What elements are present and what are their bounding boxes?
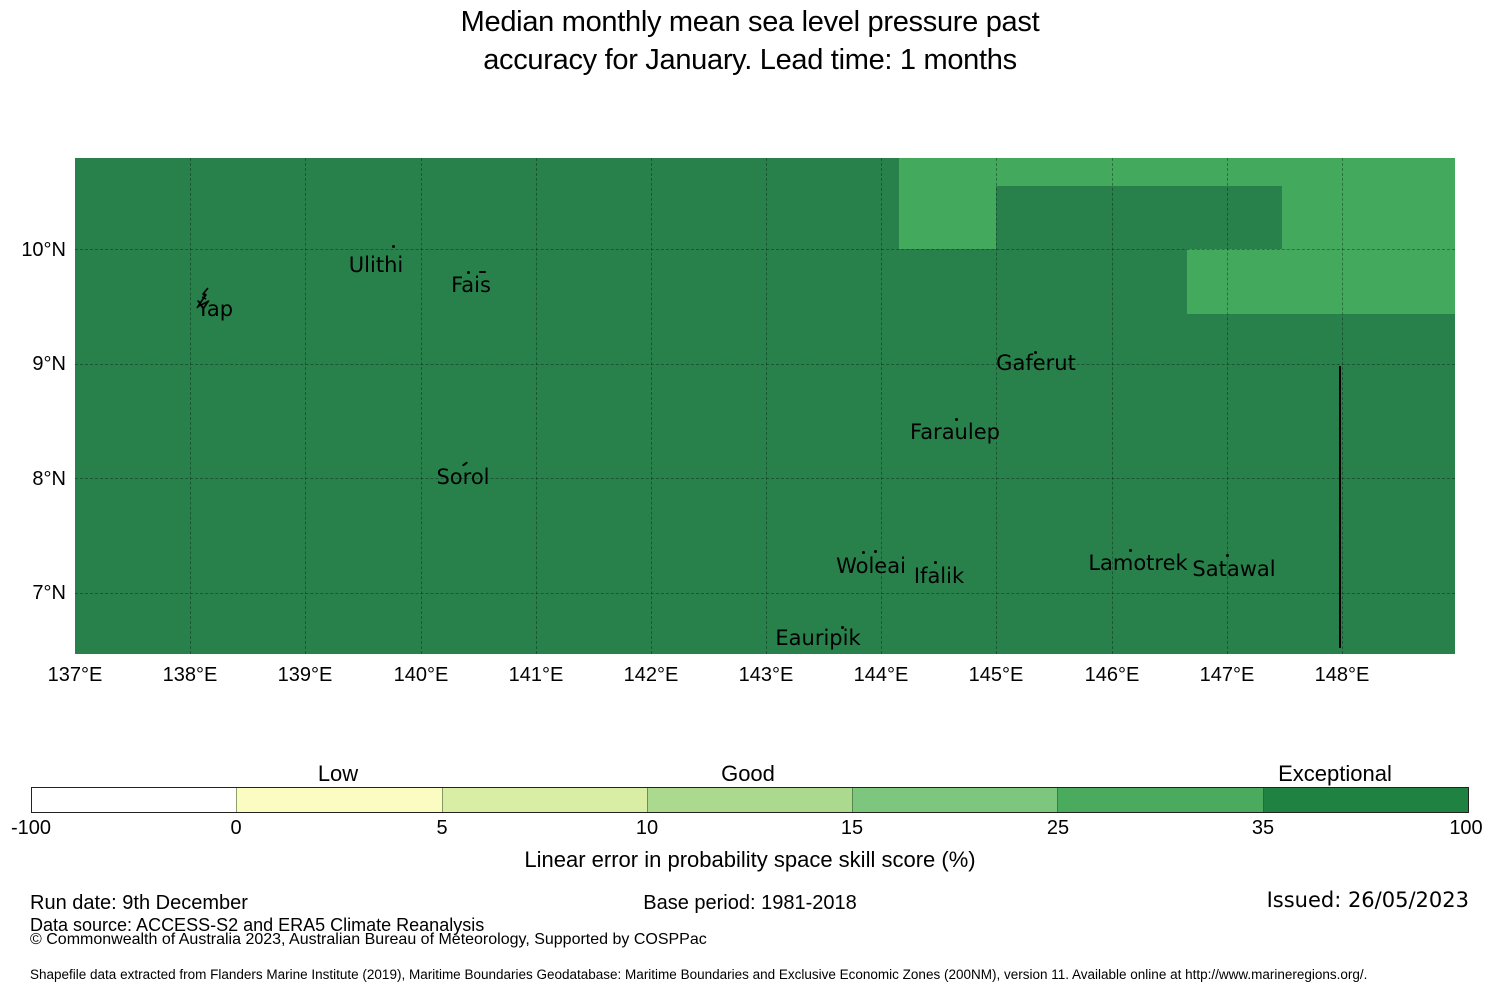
grid-line [1342, 158, 1343, 654]
x-tick-label: 146°E [1084, 664, 1140, 686]
island-label-satawal: Satawal [1192, 557, 1276, 581]
x-tick-label: 141°E [508, 664, 564, 686]
x-tick-label: 140°E [393, 664, 449, 686]
grid-line [421, 158, 422, 654]
footer-data-source: Data source: ACCESS-S2 and ERA5 Climate … [30, 915, 485, 935]
x-tick-label: 145°E [968, 664, 1024, 686]
grid-line [75, 593, 1455, 594]
island-label-fais: Fais [451, 273, 491, 297]
colorbar-category-low: Low [317, 761, 359, 786]
figure-title-line2: accuracy for January. Lead time: 1 month… [483, 44, 1017, 76]
island-label-sorol: Sorol [436, 465, 490, 489]
colorbar-segment [1262, 788, 1468, 812]
colorbar-segment [1057, 788, 1263, 812]
colorbar-segment [852, 788, 1058, 812]
island-marker-woleai [862, 551, 865, 554]
island-label-faraulep: Faraulep [910, 420, 1000, 444]
y-tick-label: 9°N [32, 353, 66, 375]
island-marker-satawal [1226, 554, 1229, 557]
map-canvas: Ulithi Fais Yap Gaferut Faraulep Sorol W… [75, 158, 1455, 654]
grid-line [536, 158, 537, 654]
island-marker-fais [467, 271, 470, 274]
x-tick-label: 143°E [738, 664, 794, 686]
x-tick-label: 139°E [277, 664, 333, 686]
colorbar-tick: -100 [10, 817, 52, 839]
island-marker-faraulep [955, 418, 958, 421]
y-tick-label: 8°N [32, 468, 66, 490]
x-tick-label: 147°E [1199, 664, 1255, 686]
x-tick-label: 148°E [1314, 664, 1370, 686]
colorbar-tick: 15 [840, 817, 864, 839]
skill-patch [899, 158, 996, 249]
grid-line [75, 249, 1455, 250]
colorbar-tick: 25 [1046, 817, 1070, 839]
y-tick-label: 10°N [21, 239, 66, 261]
skill-patch [1187, 249, 1455, 314]
island-marker-gaferut [1034, 351, 1037, 354]
colorbar-segment [236, 788, 442, 812]
colorbar-segment [646, 788, 853, 812]
grid-line [996, 158, 997, 654]
skill-patch [1282, 186, 1455, 249]
colorbar-tick: 10 [635, 817, 659, 839]
island-label-ulithi: Ulithi [348, 253, 404, 277]
x-tick-label: 138°E [162, 664, 218, 686]
skill-patch [996, 158, 1455, 186]
colorbar-segment [32, 788, 237, 812]
grid-line [881, 158, 882, 654]
grid-line [75, 478, 1455, 479]
footer-issued: Issued: 26/05/2023 [1266, 888, 1469, 912]
grid-line [1227, 158, 1228, 654]
colorbar-tick: 35 [1251, 817, 1275, 839]
footer-run-date: Run date: 9th December [30, 892, 248, 914]
colorbar-category-exceptional: Exceptional [1278, 761, 1392, 786]
colorbar-tick: 100 [1449, 817, 1483, 839]
island-marker-woleai-2 [874, 550, 877, 553]
island-label-gaferut: Gaferut [996, 351, 1076, 375]
x-tick-label: 144°E [853, 664, 909, 686]
eez-boundary-line [1339, 366, 1341, 648]
colorbar-axis-label: Linear error in probability space skill … [524, 847, 976, 872]
x-tick-label: 142°E [623, 664, 679, 686]
island-marker-ifalik [934, 561, 937, 564]
grid-line [190, 158, 191, 654]
yap-island-shape [196, 287, 209, 309]
footer-base-period: Base period: 1981-2018 [643, 892, 857, 914]
y-tick-label: 7°N [32, 582, 66, 604]
island-label-eauripik: Eauripik [775, 626, 861, 650]
colorbar-tick: 5 [436, 817, 448, 839]
colorbar-tick: 0 [230, 817, 242, 839]
grid-line [75, 364, 1455, 365]
island-label-ifalik: Ifalik [913, 564, 965, 588]
island-label-lamotrek: Lamotrek [1088, 551, 1188, 575]
figure-title-line1: Median monthly mean sea level pressure p… [460, 6, 1040, 38]
island-label-woleai: Woleai [836, 554, 906, 578]
colorbar-segment [441, 788, 647, 812]
colorbar-category-good: Good [721, 761, 775, 786]
footer-shapefile-note: Shapefile data extracted from Flanders M… [30, 967, 1368, 982]
grid-line [305, 158, 306, 654]
island-marker-ulithi [392, 245, 395, 248]
island-marker-fais-2 [479, 271, 486, 273]
grid-line [766, 158, 767, 654]
grid-line [1112, 158, 1113, 654]
footer-copyright: © Commonwealth of Australia 2023, Austra… [30, 931, 707, 948]
island-marker-eauripik [841, 626, 844, 629]
x-tick-label: 137°E [47, 664, 103, 686]
colorbar [31, 787, 1469, 813]
island-marker-lamotrek [1129, 549, 1132, 552]
island-label-yap: Yap [196, 297, 234, 321]
figure-title: Median monthly mean sea level pressure p… [0, 3, 1500, 79]
grid-line [651, 158, 652, 654]
